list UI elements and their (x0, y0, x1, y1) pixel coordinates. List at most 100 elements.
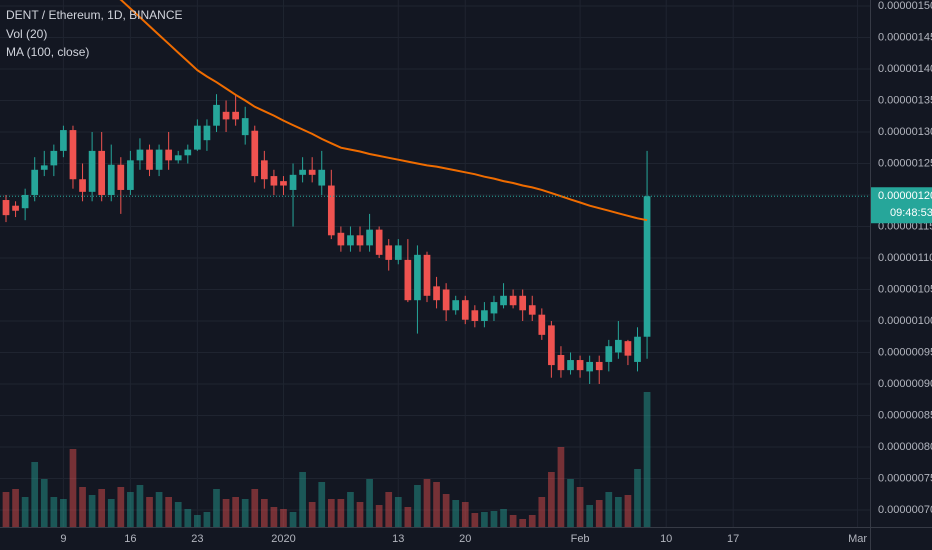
candle-body (251, 130, 259, 177)
grid (0, 0, 870, 527)
volume-bar (270, 507, 278, 527)
candle-body (289, 174, 297, 190)
volume-bar (88, 495, 96, 527)
volume-bar (318, 482, 326, 527)
candle-body (605, 346, 613, 362)
x-tick-label: 9 (60, 533, 66, 545)
volume-bar (500, 509, 507, 527)
candle-body (634, 336, 641, 362)
candle-body (2, 200, 10, 216)
volume-bar (165, 497, 173, 527)
candle-body (241, 118, 249, 136)
volume-bar (394, 497, 402, 527)
y-tick-label: 0.00000110 (878, 252, 932, 264)
volume-bar (586, 505, 594, 527)
volume-bar (232, 497, 239, 527)
candle-body (394, 245, 402, 260)
candle-body (117, 164, 125, 190)
volume-bar (21, 497, 29, 527)
candle-body (509, 295, 517, 306)
y-tick-label: 0.00000130 (878, 126, 932, 138)
candle-body (165, 149, 173, 161)
candle-body (519, 295, 527, 311)
volume-bar (567, 479, 574, 527)
candle-body (213, 104, 220, 126)
volume-bar (2, 492, 10, 527)
y-tick-label: 0.00000100 (878, 315, 932, 327)
volume-bar (538, 497, 546, 527)
volume-bar (528, 515, 536, 527)
x-tick-label: 13 (392, 533, 404, 545)
candle-body (337, 232, 345, 246)
volume-bar (107, 499, 115, 527)
volume-bar (60, 499, 67, 527)
candle-body (500, 295, 507, 306)
candle-body (452, 300, 460, 311)
volume-bar (260, 499, 268, 527)
volume-bar (146, 497, 153, 527)
volume-bar (222, 499, 230, 527)
volume-bar (557, 447, 565, 527)
volume-bar (634, 469, 641, 527)
candle-body (50, 150, 58, 166)
candle-body (481, 310, 488, 321)
volume-bar (155, 492, 163, 527)
candle-body (567, 360, 574, 371)
candle-body (203, 125, 211, 141)
volume-bar (471, 513, 479, 527)
volume-bar (548, 472, 555, 527)
volume-bar (40, 479, 48, 527)
y-tick-label: 0.00000075 (878, 472, 932, 484)
volume-bar (251, 489, 259, 527)
candle-body (60, 130, 67, 151)
candle-body (538, 314, 546, 335)
y-tick-label: 0.00000080 (878, 441, 932, 453)
candle-body (222, 111, 230, 120)
candle-body (308, 169, 316, 175)
volume-bar (643, 392, 651, 527)
volume-bar (375, 505, 383, 527)
candle-body (280, 181, 287, 186)
volume-bar (509, 515, 517, 527)
legend-entry: Vol (20) (6, 27, 47, 41)
candle-body (356, 235, 364, 246)
candle-body (174, 155, 182, 161)
y-tick-label: 0.00000115 (878, 220, 932, 232)
candle-body (576, 360, 584, 371)
volume-bar (490, 511, 498, 527)
candle-body (414, 254, 421, 301)
volume-bar (117, 487, 125, 527)
x-tick-label: 2020 (271, 533, 295, 545)
y-tick-label: 0.00000150 (878, 0, 932, 12)
y-tick-label: 0.00000095 (878, 346, 932, 358)
y-tick-label: 0.00000140 (878, 63, 932, 75)
volume-bar (576, 487, 584, 527)
candle-body (260, 160, 268, 180)
candle-body (69, 130, 77, 180)
candle-body (404, 259, 412, 301)
volume-bar (624, 495, 632, 527)
candle-body (318, 169, 326, 186)
volume-bar (299, 472, 306, 527)
countdown: 09:48:53 (890, 207, 932, 219)
candle-body (624, 341, 632, 356)
volume-bar (605, 492, 613, 527)
x-tick-label: Feb (571, 533, 590, 545)
candle-body (40, 165, 48, 170)
volume-bar (595, 500, 603, 527)
volume-bar (203, 512, 211, 527)
x-tick-label: 10 (660, 533, 672, 545)
volume-bar (519, 519, 527, 527)
last-price-tag (871, 187, 932, 224)
x-tick-label: Mar (848, 533, 867, 545)
axes: 0.00000150 0.00000145 0.00000140 0.00000135… (60, 0, 932, 545)
volume-bar (423, 479, 431, 527)
candle-body (615, 339, 622, 353)
x-tick-label: 17 (727, 533, 739, 545)
candle-body (375, 229, 383, 255)
y-tick-label: 0.00000090 (878, 378, 932, 390)
candle-body (347, 235, 354, 246)
candle-body (471, 310, 479, 321)
candle-body (107, 164, 115, 195)
